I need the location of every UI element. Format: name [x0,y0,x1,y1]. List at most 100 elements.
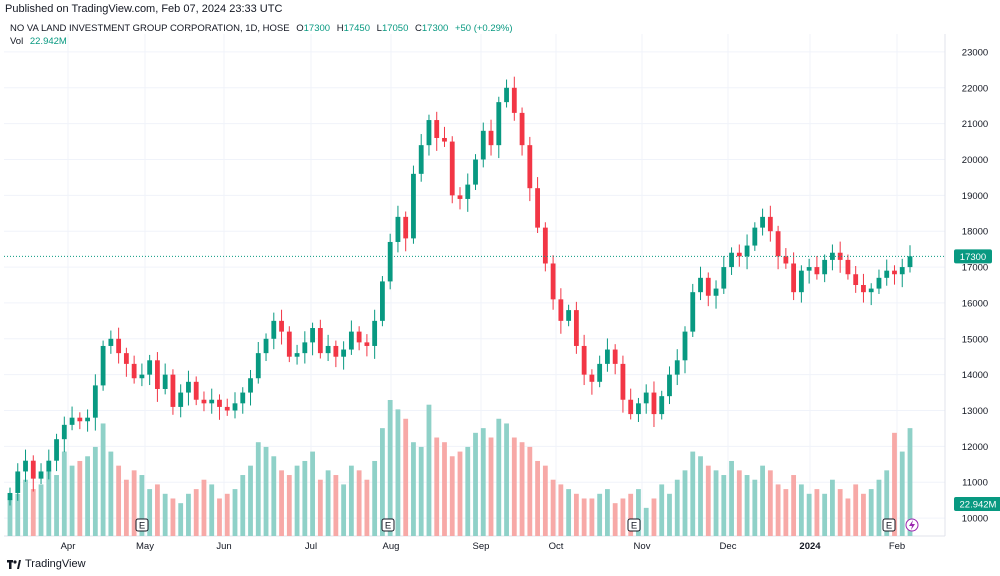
low-value: 17050 [381,23,409,34]
published-note: Published on TradingView.com, Feb 07, 20… [5,3,283,15]
open-label: O [296,23,304,34]
volume-bar [23,479,28,536]
candle-body [542,227,548,264]
x-tick-label: May [136,541,154,552]
candle-body [845,259,851,275]
candle-body [224,406,230,411]
candle-body [705,277,711,296]
candle-body [372,320,378,346]
volume-bar [224,493,230,536]
volume-bar [61,451,67,536]
candle-body [488,130,494,146]
x-tick-label: Sep [473,541,490,552]
volume-bar [69,465,75,536]
volume-bar [899,451,905,536]
volume-bar [845,498,851,536]
volume-bar [744,475,750,536]
candle-body [457,195,463,199]
candle-body [527,145,533,189]
candle-body [907,256,913,268]
volume-bar [682,470,688,536]
candle-body [698,277,703,293]
volume-bar [736,470,742,536]
candle-body [767,216,773,232]
candle-body [186,381,191,393]
candle-body [30,460,36,479]
candle-body [325,345,331,354]
x-tick-label: Nov [634,541,651,552]
x-tick-label: Jul [305,541,317,552]
volume-bar [791,475,797,536]
volume-bar [186,493,191,536]
candle-body [139,374,145,379]
candle-body [535,188,540,228]
candle-body [853,274,859,285]
candle-body [286,331,292,357]
y-tick-label: 10000 [962,514,988,525]
volume-bar [325,470,331,536]
candle-body [54,439,59,461]
volume-bar [170,498,176,536]
volume-bar [892,432,897,536]
volume-bar [162,493,168,536]
x-tick-label: Oct [549,541,564,552]
candle-body [263,338,269,354]
volume-bar [92,446,98,536]
volume-bar [286,475,292,536]
volume-bar [54,475,59,536]
volume-bar [372,460,378,536]
volume-bar [798,484,804,536]
candle-body [85,417,90,422]
y-tick-label: 18000 [962,227,988,238]
volume-bar [7,498,13,536]
candle-body [736,252,742,257]
volume-bar [279,470,284,536]
volume-bar [876,479,882,536]
symbol-title: NO VA LAND INVESTMENT GROUP CORPORATION,… [10,23,290,34]
volume-bar [418,446,424,536]
candle-body [868,288,874,293]
volume-bar [473,432,478,536]
volume-label: Vol [10,36,24,47]
candle-body [387,241,393,282]
high-value: 17450 [343,23,370,34]
volume-bar [232,489,238,536]
volume-bar [721,475,727,536]
volume-bar [705,465,711,536]
volume-bar [861,493,866,536]
y-tick-label: 14000 [962,370,988,381]
y-tick-label: 21000 [962,119,988,130]
volume-bar [100,423,106,536]
x-tick-label: Apr [61,541,76,552]
volume-bar [636,489,641,536]
high-label: H [336,23,344,34]
volume-bar [868,489,874,536]
volume-badge [954,497,1000,511]
candle-body [861,285,866,293]
candle-body [806,267,812,271]
volume-bar [77,460,83,536]
volume-bar [783,489,789,536]
candle-body [636,403,641,415]
candle-body [558,299,564,321]
volume-bar [558,484,564,536]
volume-bar [85,456,90,536]
earnings-marker-icon [882,518,896,532]
candle-body [783,256,789,264]
x-tick-label: Feb [889,541,905,552]
candle-body [364,342,370,346]
volume-bar [403,418,409,536]
candle-body [504,87,509,103]
x-tick-label: Jun [216,541,231,552]
candle-body [418,145,424,174]
footer-brand: TradingView [7,558,86,570]
volume-bar [411,442,416,536]
volume-value: 22.942M [29,36,67,47]
candle-body [659,396,665,415]
candle-body [341,349,347,357]
candle-body [674,360,680,375]
volume-bar [465,446,471,536]
candle-body [434,120,440,138]
tradingview-logo-icon [7,559,21,569]
